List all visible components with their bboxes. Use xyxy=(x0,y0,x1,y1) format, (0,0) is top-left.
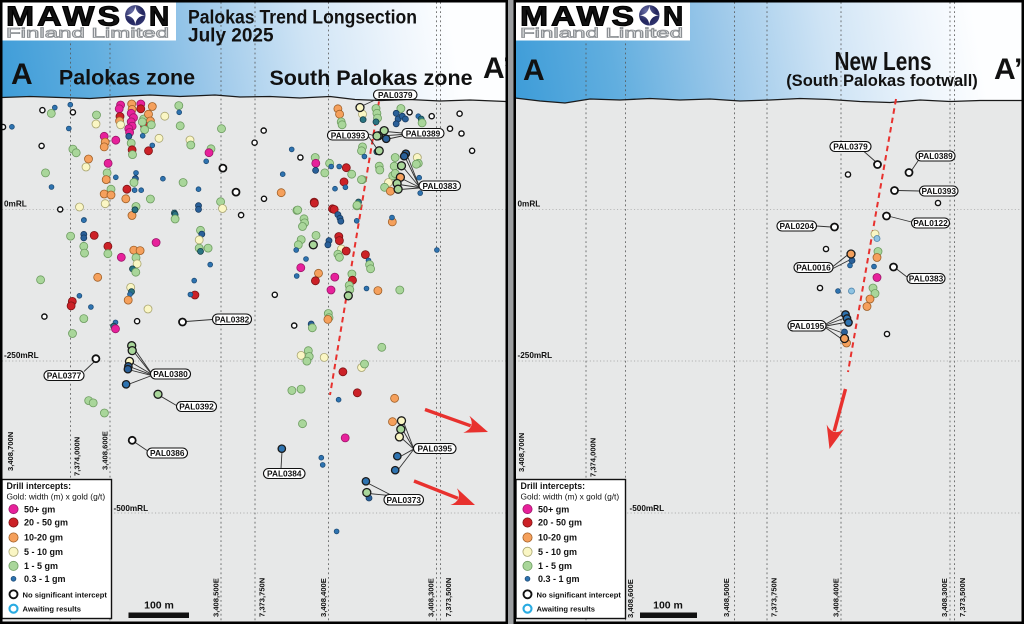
svg-text:PAL0122: PAL0122 xyxy=(913,218,948,228)
svg-text:PAL0389: PAL0389 xyxy=(406,128,441,138)
svg-text:Palokas zone: Palokas zone xyxy=(59,66,195,90)
svg-text:10-20 gm: 10-20 gm xyxy=(538,533,577,543)
svg-text:Drill intercepts:: Drill intercepts: xyxy=(7,481,72,491)
svg-text:0mRL: 0mRL xyxy=(4,200,27,209)
svg-text:A: A xyxy=(523,54,545,87)
svg-text:PAL0383: PAL0383 xyxy=(909,274,944,284)
svg-text:Awaiting results: Awaiting results xyxy=(23,605,82,614)
svg-text:N: N xyxy=(149,1,169,32)
svg-text:(South Palokas footwall): (South Palokas footwall) xyxy=(786,72,978,90)
svg-text:PAL0389: PAL0389 xyxy=(918,151,953,161)
svg-text:7,373,750N: 7,373,750N xyxy=(258,578,267,617)
svg-text:PAL0379: PAL0379 xyxy=(378,90,413,100)
svg-text:0mRL: 0mRL xyxy=(518,200,541,209)
svg-text:South Palokas zone: South Palokas zone xyxy=(269,66,472,90)
svg-text:PAL0393: PAL0393 xyxy=(922,186,957,196)
svg-text:MAWS: MAWS xyxy=(520,1,637,32)
svg-text:PAL0395: PAL0395 xyxy=(418,444,453,454)
svg-text:PAL0016: PAL0016 xyxy=(796,263,831,273)
svg-text:PAL0204: PAL0204 xyxy=(780,221,815,231)
svg-text:-250mRL: -250mRL xyxy=(4,351,39,360)
svg-text:PAL0386: PAL0386 xyxy=(150,448,185,458)
svg-text:July 2025: July 2025 xyxy=(188,26,274,47)
svg-text:PAL0383: PAL0383 xyxy=(423,181,458,191)
svg-text:-500mRL: -500mRL xyxy=(630,504,665,513)
svg-text:3,408,400E: 3,408,400E xyxy=(832,578,841,617)
svg-text:PAL0195: PAL0195 xyxy=(790,321,825,331)
svg-text:100 m: 100 m xyxy=(653,600,683,612)
svg-text:7,374,000N: 7,374,000N xyxy=(73,437,82,476)
svg-text:No significant intercept: No significant intercept xyxy=(537,590,622,599)
svg-text:PAL0384: PAL0384 xyxy=(267,469,302,479)
svg-text:Finland Limited: Finland Limited xyxy=(6,25,169,41)
svg-text:100 m: 100 m xyxy=(144,600,174,612)
svg-text:3,408,300E: 3,408,300E xyxy=(427,578,436,617)
svg-text:N: N xyxy=(663,1,683,32)
svg-text:3,408,500E: 3,408,500E xyxy=(722,578,731,617)
svg-text:New Lens: New Lens xyxy=(835,46,932,76)
svg-text:PAL0373: PAL0373 xyxy=(387,495,422,505)
svg-text:3,408,700N: 3,408,700N xyxy=(517,433,526,472)
svg-text:PAL0377: PAL0377 xyxy=(47,371,82,381)
svg-text:MAWS: MAWS xyxy=(6,1,123,32)
svg-text:3,408,700N: 3,408,700N xyxy=(6,432,15,471)
svg-text:5 - 10 gm: 5 - 10 gm xyxy=(538,547,577,557)
svg-text:Gold: width (m) x gold (g/t): Gold: width (m) x gold (g/t) xyxy=(7,492,106,502)
svg-text:3,408,500E: 3,408,500E xyxy=(212,578,221,617)
svg-text:0.3 - 1 gm: 0.3 - 1 gm xyxy=(538,574,580,584)
svg-text:PAL0382: PAL0382 xyxy=(215,314,250,324)
svg-text:Gold: width (m) x gold (g/t): Gold: width (m) x gold (g/t) xyxy=(521,492,620,502)
svg-text:A: A xyxy=(11,58,33,91)
svg-text:1 - 5 gm: 1 - 5 gm xyxy=(24,561,58,571)
svg-text:20 - 50 gm: 20 - 50 gm xyxy=(24,518,68,528)
svg-text:7,373,500N: 7,373,500N xyxy=(444,578,453,617)
svg-text:7,373,500N: 7,373,500N xyxy=(958,578,967,617)
svg-text:0.3 - 1 gm: 0.3 - 1 gm xyxy=(24,574,66,584)
svg-text:10-20 gm: 10-20 gm xyxy=(24,533,63,543)
svg-text:5 - 10 gm: 5 - 10 gm xyxy=(24,547,63,557)
svg-text:PAL0380: PAL0380 xyxy=(153,369,188,379)
svg-text:7,374,000N: 7,374,000N xyxy=(589,438,598,477)
svg-text:50+ gm: 50+ gm xyxy=(538,504,569,514)
svg-text:PAL0393: PAL0393 xyxy=(331,130,366,140)
svg-text:7,373,750N: 7,373,750N xyxy=(770,578,779,617)
svg-text:Finland Limited: Finland Limited xyxy=(520,25,683,41)
svg-text:No significant intercept: No significant intercept xyxy=(23,590,108,599)
svg-text:PAL0392: PAL0392 xyxy=(179,402,214,412)
svg-text:Awaiting results: Awaiting results xyxy=(537,605,596,614)
svg-text:20 - 50 gm: 20 - 50 gm xyxy=(538,518,582,528)
svg-text:Drill intercepts:: Drill intercepts: xyxy=(521,481,586,491)
svg-text:Palokas Trend Longsection: Palokas Trend Longsection xyxy=(188,8,417,29)
svg-text:3,408,400E: 3,408,400E xyxy=(319,578,328,617)
svg-text:A’: A’ xyxy=(994,53,1022,86)
svg-text:-500mRL: -500mRL xyxy=(114,504,149,513)
svg-text:50+ gm: 50+ gm xyxy=(24,504,55,514)
svg-text:3,408,300E: 3,408,300E xyxy=(940,578,949,617)
svg-text:PAL0379: PAL0379 xyxy=(833,142,868,152)
svg-text:3,408,600E: 3,408,600E xyxy=(626,579,635,618)
svg-text:-250mRL: -250mRL xyxy=(518,351,553,360)
svg-text:3,408,600E: 3,408,600E xyxy=(101,431,110,470)
svg-text:1 - 5 gm: 1 - 5 gm xyxy=(538,561,572,571)
